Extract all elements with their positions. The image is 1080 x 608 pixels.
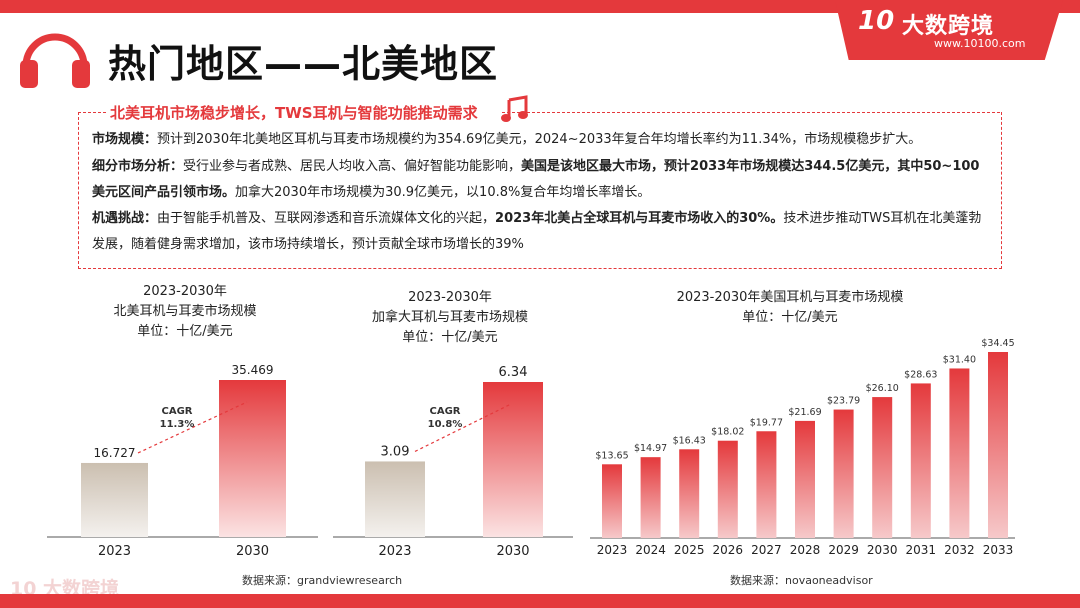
- chart1-title: 2023-2030年 北美耳机与耳麦市场规模 单位：十亿/美元: [60, 282, 310, 342]
- text-market-size: 预计到2030年北美地区耳机与耳麦市场规模约为354.69亿美元，2024~20…: [157, 132, 922, 147]
- chart2-value-label: 6.34: [499, 365, 528, 380]
- logo-url: www.10100.com: [934, 37, 1026, 50]
- source-right: 数据来源：novaoneadvisor: [730, 574, 873, 587]
- text-opportunity-b: 技术进步推动TWS耳机在北美蓬勃发展，随着健身需求增加，该市场持续增长，预计贡献…: [92, 211, 982, 252]
- paragraph-segment: 细分市场分析：受行业参与者成熟、居民人均收入高、偏好智能功能影响，美国是该地区最…: [92, 154, 992, 206]
- chart1-bar-2023: [81, 462, 148, 537]
- headphone-icon: [20, 33, 90, 88]
- chart1-tick-label: 2030: [236, 544, 269, 559]
- chart3-value-label: $28.63: [904, 369, 937, 380]
- paragraph-opportunity: 机遇挑战：由于智能手机普及、互联网渗透和音乐流媒体文化的兴起，2023年北美占全…: [92, 206, 992, 258]
- chart3-tick-label: 2024: [635, 543, 666, 557]
- text-opportunity-a: 由于智能手机普及、互联网渗透和音乐流媒体文化的兴起，: [157, 211, 496, 226]
- chart3-tick-label: 2032: [944, 543, 975, 557]
- chart1-value-label: 35.469: [232, 363, 274, 377]
- chart3-value-label: $23.79: [827, 396, 860, 407]
- chart2-value-label: 3.09: [381, 444, 410, 459]
- summary-heading: 北美耳机市场稳步增长，TWS耳机与智能功能推动需求: [110, 104, 478, 122]
- chart3-tick-label: 2027: [751, 543, 782, 557]
- chart3-bar-2023: [602, 464, 622, 538]
- chart3-value-label: $13.65: [595, 450, 628, 461]
- chart3-bar-2030: [872, 397, 893, 538]
- label-market-size: 市场规模：: [92, 132, 158, 147]
- chart3-value-label: $14.97: [634, 443, 667, 454]
- chart3-value-label: $19.77: [750, 417, 783, 428]
- chart1-bar-2030: [219, 380, 286, 537]
- chart2-title: 2023-2030年 加拿大耳机与耳麦市场规模 单位：十亿/美元: [325, 288, 575, 348]
- chart2-title-line3: 单位：十亿/美元: [402, 330, 498, 345]
- chart1-cagr-value: 11.3%: [160, 419, 195, 430]
- chart1-cagr-label: CAGR: [162, 406, 193, 417]
- chart3-title-line1: 2023-2030年美国耳机与耳麦市场规模: [676, 290, 904, 305]
- chart3-bar-2031: [910, 383, 931, 538]
- chart3-bar-2028: [795, 420, 815, 538]
- chart3-title: 2023-2030年美国耳机与耳麦市场规模 单位：十亿/美元: [600, 288, 980, 328]
- paragraph-market-size: 市场规模：预计到2030年北美地区耳机与耳麦市场规模约为354.69亿美元，20…: [92, 127, 992, 153]
- chart2-cagr-value: 10.8%: [428, 419, 463, 430]
- chart3-bar-2032: [949, 368, 970, 538]
- chart2-cagr-label: CAGR: [430, 406, 461, 417]
- chart3-bar-2025: [679, 449, 700, 538]
- logo-text: 大数跨境: [902, 14, 995, 39]
- chart2-bar-2023: [365, 461, 425, 537]
- chart3-bar-2026: [717, 440, 738, 538]
- chart3-tick-label: 2026: [713, 543, 744, 557]
- text-opportunity-bold: 2023年北美占全球耳机与耳麦市场收入的30%。: [495, 211, 784, 226]
- chart1-cagr-line: [137, 401, 248, 454]
- page-title: 热门地区——北美地区: [108, 42, 499, 86]
- chart2-tick-label: 2030: [496, 544, 529, 559]
- logo-banner: [835, 0, 1063, 60]
- chart3-tick-label: 2029: [828, 543, 859, 557]
- chart3-value-label: $31.40: [943, 354, 976, 365]
- chart2-tick-label: 2023: [378, 544, 411, 559]
- chart1-title-line2: 北美耳机与耳麦市场规模: [113, 304, 257, 319]
- bottom-accent-bar: [0, 594, 1080, 608]
- summary-box: [78, 112, 1002, 269]
- chart2-title-line1: 2023-2030年: [408, 290, 492, 305]
- text-segment-a: 受行业参与者成熟、居民人均收入高、偏好智能功能影响，: [183, 159, 522, 174]
- chart3-tick-label: 2030: [867, 543, 898, 557]
- source-left: 数据来源：grandviewresearch: [242, 574, 403, 587]
- chart1-title-line3: 单位：十亿/美元: [137, 324, 233, 339]
- chart3-bar-2024: [640, 457, 661, 538]
- chart2-bar-2030: [483, 382, 543, 537]
- logo-mark: 10: [858, 6, 895, 36]
- chart3-bar-2033: [988, 352, 1008, 538]
- label-opportunity: 机遇挑战：: [92, 211, 158, 226]
- chart3-tick-label: 2033: [983, 543, 1014, 557]
- chart3-value-label: $21.69: [788, 407, 821, 418]
- chart1-tick-label: 2023: [98, 544, 131, 559]
- music-note-icon: [501, 95, 528, 122]
- summary-box-top-right: [502, 112, 1000, 113]
- summary-box-top-left: [78, 112, 106, 113]
- top-accent-bar: [0, 0, 1080, 13]
- chart1-value-label: 16.727: [94, 446, 136, 460]
- text-segment-bold: 美国是该地区最大市场，预计2033年市场规模达344.5亿美元，其中50~100…: [92, 159, 980, 200]
- chart3-bar-2029: [833, 409, 854, 538]
- label-segment: 细分市场分析：: [92, 159, 184, 174]
- chart3-tick-label: 2025: [674, 543, 705, 557]
- chart3-tick-label: 2028: [790, 543, 821, 557]
- chart3-value-label: $16.43: [673, 435, 706, 446]
- chart2-title-line2: 加拿大耳机与耳麦市场规模: [371, 310, 528, 325]
- chart1-title-line1: 2023-2030年: [143, 284, 227, 299]
- chart3-value-label: $34.45: [981, 338, 1014, 349]
- text-segment-b: 加拿大2030年市场规模为30.9亿美元，以10.8%复合年均增长率增长。: [235, 185, 651, 200]
- chart3-value-label: $26.10: [866, 383, 899, 394]
- chart3-tick-label: 2031: [906, 543, 937, 557]
- chart3-tick-label: 2023: [597, 543, 628, 557]
- chart3-value-label: $18.02: [711, 427, 744, 438]
- chart3-title-line2: 单位：十亿/美元: [742, 310, 838, 325]
- chart3-bar-2027: [756, 431, 777, 538]
